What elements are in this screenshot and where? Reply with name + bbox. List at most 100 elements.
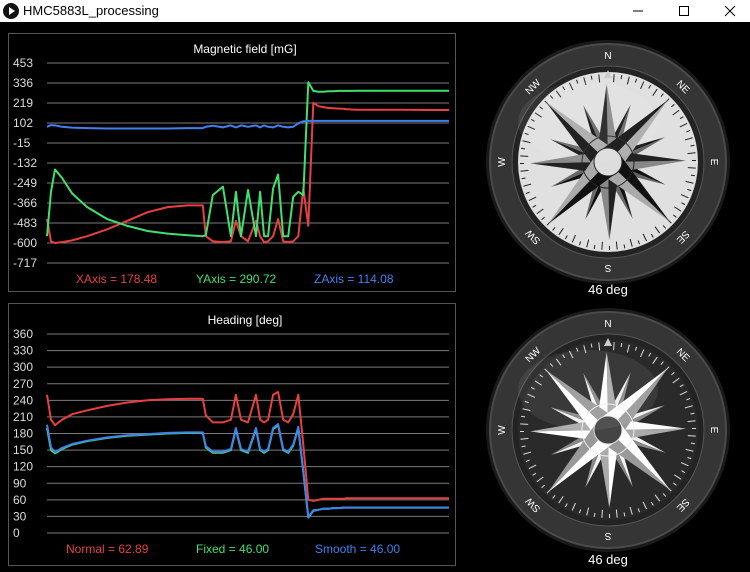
compass-tick — [662, 493, 667, 497]
compass-tick — [541, 216, 545, 221]
compass-tick — [620, 343, 623, 348]
compass-tick — [654, 226, 661, 234]
head-tick-label: 210 — [13, 410, 33, 424]
compass-rose — [520, 342, 696, 518]
compass-tick — [642, 501, 648, 510]
compass-bottom-degree: 46 deg — [588, 552, 628, 567]
compass-tick — [691, 427, 696, 430]
heading-series — [46, 391, 449, 519]
compass-tick — [521, 147, 526, 150]
compass-tick — [672, 377, 680, 384]
series-line-normal — [46, 391, 449, 502]
magnetic-grid — [47, 62, 449, 264]
heading-panel: Heading [deg] 360 330 300 270 240 210 180 150 12… — [8, 303, 456, 566]
compass-tick — [650, 233, 654, 238]
compass-tick — [679, 384, 684, 388]
compass-tick — [520, 169, 529, 172]
compass-tick — [681, 202, 686, 206]
compass-tick — [608, 245, 611, 250]
compass-glass — [518, 350, 658, 430]
mag-tick-label: 102 — [13, 116, 33, 130]
compass-tick — [530, 386, 535, 390]
compass-tick — [686, 397, 691, 401]
compass-tick — [613, 74, 615, 83]
compass-tick — [681, 470, 686, 474]
series-line-smooth — [46, 423, 449, 518]
mag-tick-label: 336 — [13, 76, 33, 90]
mag-tick-label: -15 — [13, 136, 31, 150]
magnetic-series — [46, 81, 449, 244]
compass-tick — [564, 503, 568, 508]
compass-tick — [520, 423, 529, 425]
compass-center-ring — [581, 135, 635, 189]
compass-tick — [660, 93, 664, 98]
head-tick-label: 360 — [13, 327, 33, 341]
heading-chart-title: Heading [deg] — [208, 313, 283, 327]
compass-tick — [586, 507, 590, 516]
compass-tick — [623, 512, 626, 517]
compass-tick — [685, 180, 694, 184]
compass-tick — [523, 183, 532, 187]
compass-tick — [590, 75, 593, 80]
compass-tick — [571, 234, 576, 243]
legend-yaxis: YAxis = 290.72 — [196, 272, 276, 286]
compass-tick — [523, 451, 532, 455]
compass-tick — [578, 509, 582, 514]
compass-tick — [690, 144, 695, 147]
compass-tick — [634, 78, 638, 83]
compass-tick — [687, 456, 692, 460]
magnetic-chart-title: Magnetic field [mG] — [193, 42, 296, 56]
compass-tick — [552, 494, 556, 499]
compass-tick — [593, 512, 596, 517]
compass-rose — [520, 74, 696, 250]
compass-tick — [558, 228, 564, 236]
close-button[interactable] — [707, 0, 750, 22]
compass-star-point — [598, 162, 670, 222]
compass-tick — [679, 390, 688, 396]
minimize-button[interactable] — [615, 0, 661, 22]
compass-tick — [601, 241, 603, 250]
compass-tick — [593, 244, 596, 249]
compass-tick — [637, 240, 641, 245]
compass-tick — [539, 374, 544, 378]
mag-tick-label: -717 — [13, 256, 37, 270]
compass-tick — [534, 380, 542, 386]
compass-star-point — [608, 419, 670, 490]
compass-tick — [642, 233, 648, 242]
magnetic-field-chart: Magnetic field [mG] 453 336 219 102 -15 -132 -… — [13, 42, 449, 286]
compass-tick — [640, 349, 645, 358]
compass-tick — [687, 188, 692, 192]
compass-tick — [575, 79, 579, 84]
compass-tick — [524, 400, 529, 404]
maximize-button[interactable] — [661, 0, 707, 22]
compass-tick — [598, 74, 601, 83]
compass-tick — [539, 106, 544, 110]
compass-tick — [534, 112, 542, 118]
compass-tick — [549, 95, 554, 99]
compass-tick — [674, 206, 682, 212]
head-tick-label: 90 — [13, 476, 27, 490]
compass-tick — [687, 420, 696, 423]
compass-tick — [674, 474, 682, 480]
compass-tick — [520, 162, 525, 165]
compass-tick — [536, 208, 544, 215]
compass-tick — [684, 405, 693, 409]
compass-tick — [620, 75, 623, 80]
compass-tick — [680, 194, 689, 199]
compass-star-point — [597, 100, 668, 162]
mag-tick-label: -132 — [13, 156, 37, 170]
magnetic-field-panel: Magnetic field [mG] 453 336 219 102 -15 -132 -… — [8, 33, 456, 292]
compass-star-point — [608, 100, 668, 172]
compass-tick — [672, 482, 677, 486]
compass-tick — [679, 116, 684, 120]
compass-cardinal-s: S — [604, 262, 611, 273]
compass-tick — [662, 225, 667, 229]
compass-star-point — [608, 368, 668, 440]
magnetic-tick-labels: 453 336 219 102 -15 -132 -249 -366 -483 -600 -717 — [13, 56, 37, 270]
compass-star-point — [597, 368, 668, 430]
legend-xaxis: XAxis = 178.48 — [76, 272, 157, 286]
compass-star-point — [546, 370, 608, 441]
compass-tick — [671, 371, 675, 376]
compass-glass — [518, 82, 658, 162]
compass-index-marker — [604, 338, 612, 346]
